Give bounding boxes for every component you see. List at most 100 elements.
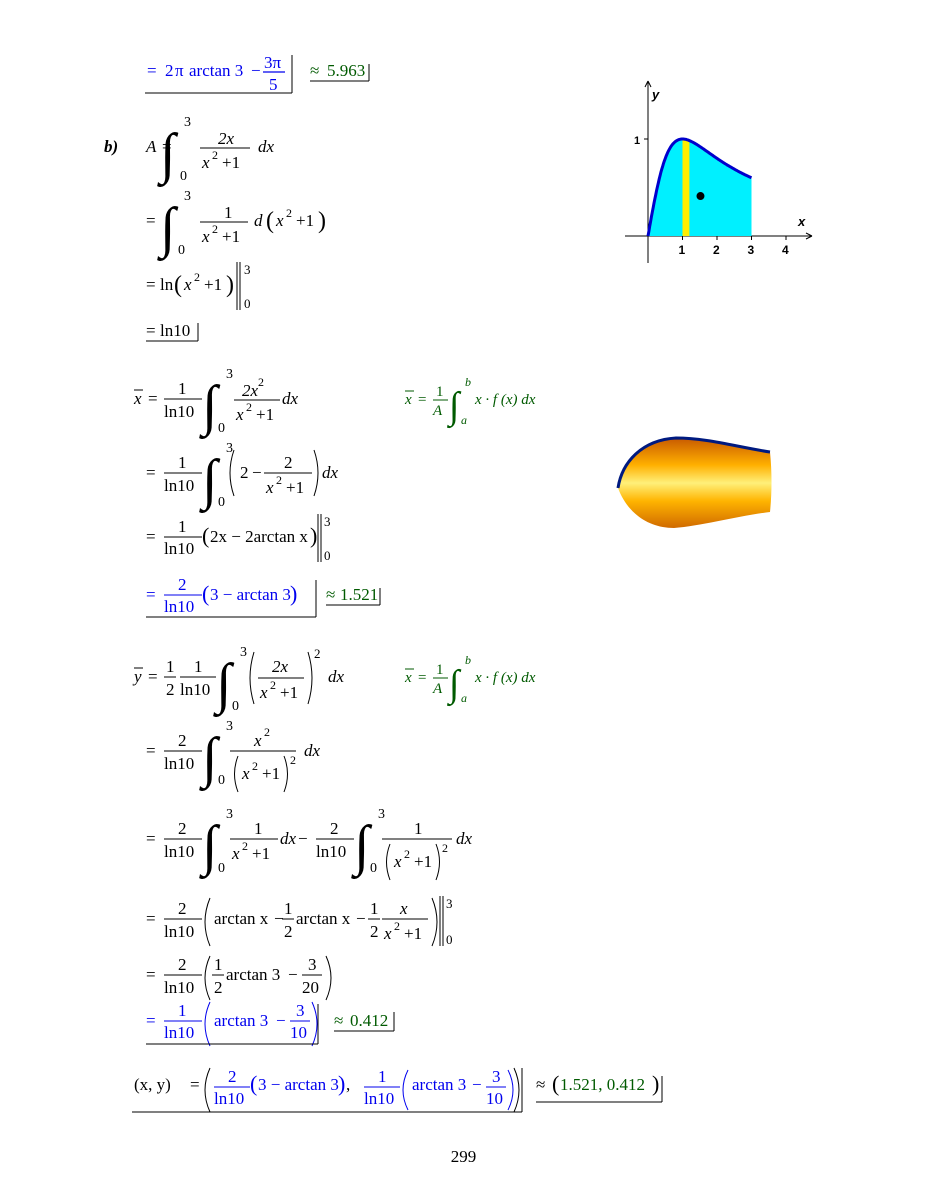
integrand-numerator: 2x [218, 129, 235, 148]
region-graph: y x 1 1 2 3 4 [620, 76, 820, 266]
graph-canvas: y x 1 1 2 3 4 [625, 80, 813, 263]
differential: dx [328, 667, 345, 686]
exponent: 2 [242, 839, 248, 853]
exponent: 2 [258, 375, 264, 389]
numerator: 1 [178, 453, 187, 472]
x-var: x [201, 153, 210, 172]
eval-lower: 0 [446, 932, 453, 947]
lower-limit: 0 [178, 243, 185, 258]
left-paren: ( [202, 581, 209, 606]
right-paren: ) [290, 581, 297, 606]
x-tick-label: 3 [748, 243, 755, 257]
equals-sign: = [162, 137, 172, 156]
approx-sign: ≈ [536, 1075, 545, 1094]
numerator: 1 [436, 384, 444, 400]
denominator: 10 [486, 1089, 503, 1108]
lower-limit: 0 [370, 861, 377, 876]
exponent: 2 [404, 847, 410, 861]
ln10: ln10 [164, 1023, 194, 1042]
equals-sign: = [148, 389, 158, 408]
exponent: 2 [212, 222, 218, 236]
equals-sign: = [146, 585, 156, 604]
plus-one: +1 [414, 852, 432, 871]
numerator: 2 [178, 819, 187, 838]
upper-limit: 3 [226, 807, 233, 822]
numerator: 1 [178, 379, 187, 398]
centroid-result: (x, y) = 2 ln10 ( 3 − arctan 3 ) , 1 ln1… [132, 1062, 692, 1118]
exponent: 2 [246, 400, 252, 414]
x-var: x [241, 764, 250, 783]
upper-limit: 3 [226, 441, 233, 456]
ln10: ln10 [316, 842, 346, 861]
upper-limit: 3 [226, 719, 233, 734]
ln10: ln10 [164, 978, 194, 997]
differential: dx [456, 829, 473, 848]
y-tick-label: 1 [634, 135, 640, 147]
part-a-result: = 2 π arctan 3 − 3π 5 ≈ 5.963 [145, 52, 385, 100]
denominator: 20 [302, 978, 319, 997]
differential: dx [304, 741, 321, 760]
arctan-3: arctan 3 [226, 965, 280, 984]
approx-value: 1.521, 0.412 [560, 1075, 645, 1094]
differential: dx [282, 389, 299, 408]
denominator: 10 [290, 1023, 307, 1042]
fraction-denominator: 5 [269, 75, 278, 94]
pi-symbol: π [175, 61, 184, 80]
differential-d: d [254, 211, 263, 230]
right-paren: ) [226, 272, 234, 298]
integrand: x · f (x) dx [474, 670, 536, 686]
x-var: x [183, 275, 192, 294]
ybar-symbol: y [132, 667, 142, 686]
y-axis-arrow [644, 80, 652, 88]
minus-sign: − [276, 1011, 286, 1030]
xbar-expression: 3 − arctan 3 [258, 1075, 339, 1094]
minus-sign: − [472, 1075, 482, 1094]
equals-sign: = [418, 392, 426, 408]
right-paren: ) [310, 523, 317, 548]
ln10: ln10 [214, 1089, 244, 1108]
equals-sign: = [146, 909, 156, 928]
equals-sign: = [146, 275, 156, 294]
x-axis-label: x [797, 214, 806, 229]
upper-limit: b [465, 653, 471, 667]
ln10: ln10 [180, 680, 210, 699]
fraction-numerator: 3π [264, 53, 282, 72]
lower-limit: 0 [218, 861, 225, 876]
plus-one: +1 [286, 478, 304, 497]
equals-sign: = [146, 321, 156, 340]
x-var: x [231, 844, 240, 863]
differential: dx [280, 829, 297, 848]
integral-sign: ∫ [351, 815, 373, 880]
function-curve [646, 137, 753, 237]
differential: dx [258, 137, 275, 156]
approx-sign: ≈ [334, 1011, 343, 1030]
ybar-formula: x = 1 A ∫ b a x · f (x) dx [404, 650, 565, 710]
equals-sign: = [146, 829, 156, 848]
exponent: 2 [394, 919, 400, 933]
x-tick-label: 2 [713, 243, 720, 257]
numerator: 1 [254, 819, 263, 838]
centroid-pair: (x, y) [134, 1075, 171, 1094]
minus-sign: − [288, 965, 298, 984]
approx-sign: ≈ [326, 585, 335, 604]
x-tick-label: 1 [679, 243, 686, 257]
minus-sign: − [274, 909, 284, 928]
ln10: ln10 [164, 922, 194, 941]
numerator: 2x [272, 657, 289, 676]
part-label: b) [104, 137, 118, 156]
denominator: A [432, 681, 443, 697]
equals-sign: = [190, 1075, 200, 1094]
lower-limit: 0 [218, 421, 225, 436]
numerator: 2 [178, 575, 187, 594]
eval-upper: 3 [446, 896, 453, 911]
comma: , [346, 1075, 350, 1094]
final-expression: 3 − arctan 3 [210, 585, 291, 604]
x-var: x [275, 211, 284, 230]
lower-limit: 0 [232, 699, 239, 714]
xbar-derivation: x = 1 ln10 ∫ 3 0 2x 2 x 2 +1 dx = 1 ln10… [130, 362, 410, 622]
left-paren: ( [174, 272, 182, 298]
left-paren: ( [202, 523, 209, 548]
numerator: 2 [178, 899, 187, 918]
outer-exponent: 2 [290, 753, 296, 767]
numerator: 1 [414, 819, 423, 838]
